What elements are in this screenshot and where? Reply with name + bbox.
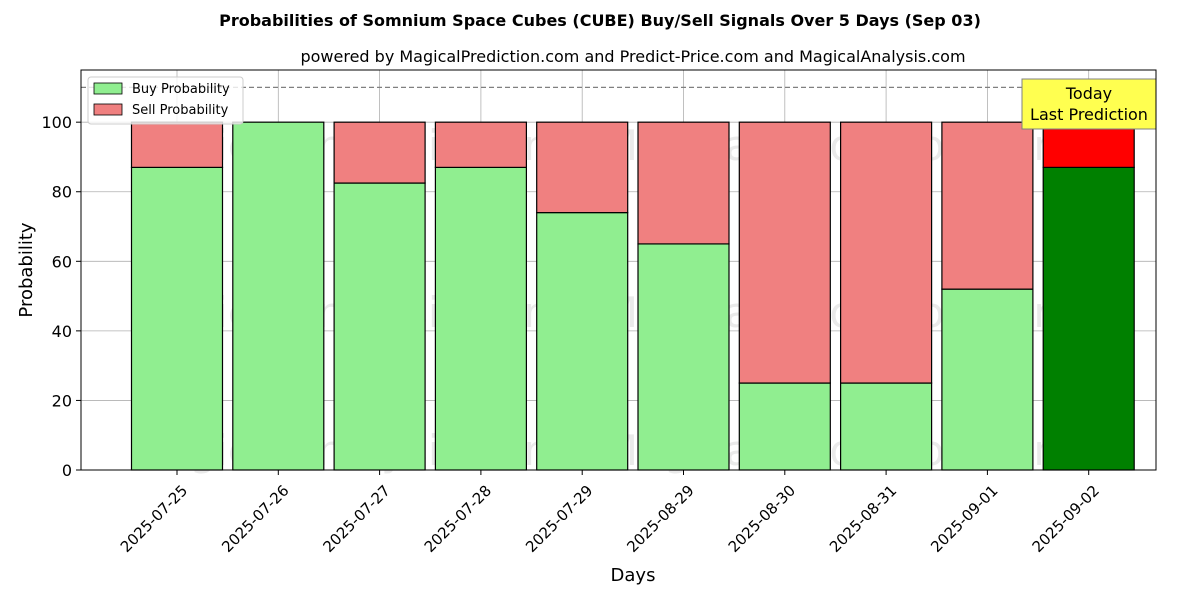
y-axis: 0 20 40 60 80 100: [41, 113, 81, 480]
x-tick-label: 2025-07-29: [522, 482, 596, 556]
x-axis: 2025-07-25 2025-07-26 2025-07-27 2025-07-28…: [117, 470, 1103, 556]
buy-bar: [738, 382, 831, 471]
legend-sell-label: Sell Probability: [132, 103, 229, 118]
y-tick-label: 40: [52, 322, 72, 341]
buy-bar: [130, 166, 224, 471]
annotation-line1: Today: [1065, 84, 1112, 103]
legend-buy-swatch: [93, 82, 123, 95]
x-tick-label: 2025-08-31: [826, 482, 900, 556]
x-tick-label: 2025-09-01: [927, 482, 1001, 556]
plot-frame: [80, 69, 1157, 471]
sell-bar: [1042, 121, 1135, 168]
sell-bar: [130, 121, 224, 168]
buy-bar: [232, 121, 325, 471]
legend-sell-swatch: [93, 103, 123, 116]
y-tick-label: 20: [52, 391, 72, 410]
bars: [130, 121, 1135, 471]
buy-bar: [839, 382, 933, 471]
buy-bar: [637, 243, 730, 471]
buy-bar: [941, 288, 1034, 471]
buy-bar: [333, 182, 426, 471]
sell-bar: [941, 121, 1034, 290]
legend-buy-label: Buy Probability: [132, 82, 230, 97]
annotation-line2: Last Prediction: [1030, 105, 1148, 124]
sell-bar: [637, 121, 730, 245]
x-tick-label: 2025-07-28: [421, 482, 495, 556]
annotation-box: [1021, 78, 1157, 130]
y-tick-label: 60: [52, 252, 72, 271]
x-tick-label: 2025-08-29: [623, 482, 697, 556]
y-tick-label: 0: [62, 461, 72, 480]
buy-bar: [1042, 166, 1135, 471]
sell-bar: [333, 121, 426, 184]
sell-bar: [839, 121, 933, 384]
x-tick-label: 2025-07-27: [319, 482, 393, 556]
x-axis-label: Days: [611, 565, 656, 586]
x-tick-label: 2025-08-30: [725, 482, 799, 556]
x-tick-label: 2025-07-26: [218, 482, 292, 556]
sell-bar: [536, 121, 629, 214]
y-tick-label: 80: [52, 183, 72, 202]
sell-bar: [738, 121, 831, 384]
legend-frame: [87, 76, 244, 125]
sell-bar: [434, 121, 527, 168]
y-tick-label: 100: [41, 113, 72, 132]
today-annotation: Today Last Prediction: [1021, 78, 1157, 130]
x-tick-label: 2025-07-25: [117, 482, 191, 556]
legend: Buy Probability Sell Probability: [87, 76, 244, 125]
buy-bar: [434, 166, 527, 471]
chart-title: Probabilities of Somnium Space Cubes (CU…: [219, 11, 981, 30]
buy-bar: [536, 212, 629, 471]
chart-subtitle: powered by MagicalPrediction.com and Pre…: [300, 47, 965, 66]
x-tick-label: 2025-09-02: [1029, 482, 1103, 556]
y-axis-label: Probability: [16, 222, 37, 317]
